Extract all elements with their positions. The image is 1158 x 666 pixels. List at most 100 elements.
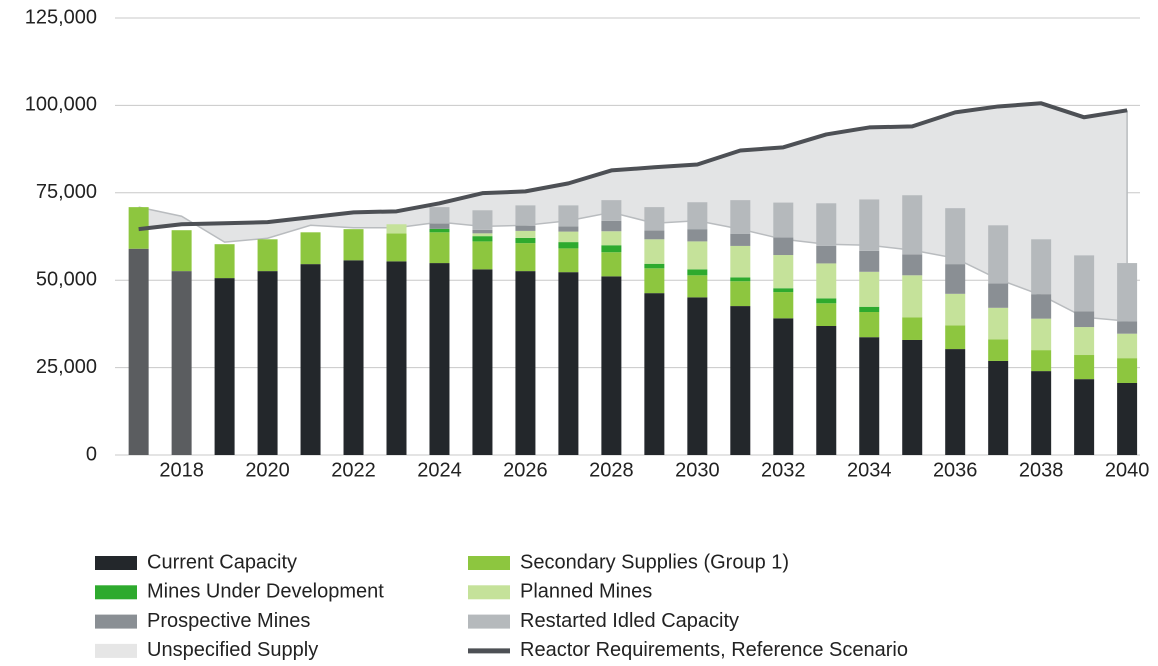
bar-segment [472,241,493,270]
bar-segment [1117,263,1138,322]
legend-label: Prospective Mines [147,610,310,632]
legend-label: Mines Under Development [147,581,384,603]
x-tick-label: 2020 [245,459,290,481]
x-tick-label: 2036 [933,459,978,481]
x-tick-label: 2040 [1105,459,1150,481]
bar-segment [816,303,837,326]
bar-segment [515,230,536,238]
bar-segment [945,208,966,265]
bar-segment [601,231,622,246]
bar-segment [214,244,235,279]
legend-swatch [95,585,137,600]
bar-segment [730,200,751,234]
bar-segment [988,339,1009,361]
bar-segment [257,239,278,272]
y-tick-label: 50,000 [36,268,97,290]
legend-label: Restarted Idled Capacity [520,610,739,632]
legend-label: Reactor Requirements, Reference Scenario [520,639,908,661]
bar-segment [730,306,751,455]
bar-segment [988,360,1009,455]
y-tick-label: 125,000 [25,6,97,28]
bar-segment [902,339,923,455]
bar-segment [730,245,751,278]
unspecified-area [138,103,1128,322]
bar-segment [558,272,579,455]
bar-segment [558,231,579,243]
bar-segment [1031,318,1052,351]
legend-swatch [468,556,510,570]
bar-segment [515,237,536,244]
bar-segment [644,263,665,269]
bar-segment [988,307,1009,340]
bar-segment [300,264,321,455]
bar-segment [730,281,751,307]
bar-segment [1074,355,1095,380]
bar-segment [859,306,880,313]
x-tick-label: 2032 [761,459,806,481]
legend-swatch [468,614,510,629]
reactor-line [138,101,1128,232]
bar-segment [773,288,794,293]
bar-segment [429,232,450,264]
bar-segment [773,237,794,256]
bar-segment [472,229,493,234]
bar-segment [257,271,278,455]
x-tick-label: 2024 [417,459,462,481]
bar-segment [902,317,923,340]
bar-segment [515,205,536,226]
bar-segment [472,233,493,237]
bar-segment [1117,333,1138,359]
bar-segment [386,261,407,455]
bar-segment [902,275,923,318]
bar-segment [773,202,794,238]
bar-segment [1031,239,1052,295]
bar-segment [601,245,622,253]
bar-segment [945,325,966,350]
bar-segment [644,268,665,294]
y-tick-label: 75,000 [36,181,97,203]
x-tick-label: 2038 [1019,459,1064,481]
y-tick-label: 25,000 [36,356,97,378]
bar-segment [945,349,966,455]
bar-segment [171,271,192,455]
legend-label: Current Capacity [147,551,297,573]
bar-segment [644,293,665,455]
bar-segment [429,228,450,233]
bar-segment [472,210,493,230]
bar-segment [558,242,579,249]
bar-segment [214,278,235,455]
bar-segment [515,271,536,455]
bar-segment [773,255,794,289]
bar-segment [1117,358,1138,383]
bar-segment [386,224,407,234]
bar-segment [300,232,321,265]
bar-segment [429,263,450,455]
bar-segment [687,202,708,230]
bar-segment [601,252,622,277]
legend-swatch [468,585,510,600]
legend-swatch [95,614,137,629]
bar-segment [171,230,192,272]
bar-segment [1031,371,1052,455]
x-tick-label: 2028 [589,459,634,481]
bar-segment [644,239,665,264]
x-tick-label: 2022 [331,459,376,481]
bar-segment [859,199,880,251]
bar-segment [687,297,708,455]
bar-segment [386,233,407,262]
x-tick-label: 2018 [159,459,204,481]
bar-segment [1074,255,1095,312]
bar-segment [558,205,579,227]
legend-swatch [95,643,137,658]
bar-segment [988,283,1009,308]
bar-segment [816,203,837,246]
bar-segment [472,269,493,455]
bar-segment [515,243,536,272]
bar-segment [1074,327,1095,356]
bar-segment [1117,382,1138,455]
bar-segment [859,337,880,455]
bar-segment [644,230,665,240]
bar-segment [1074,379,1095,455]
bar-segment [859,250,880,272]
